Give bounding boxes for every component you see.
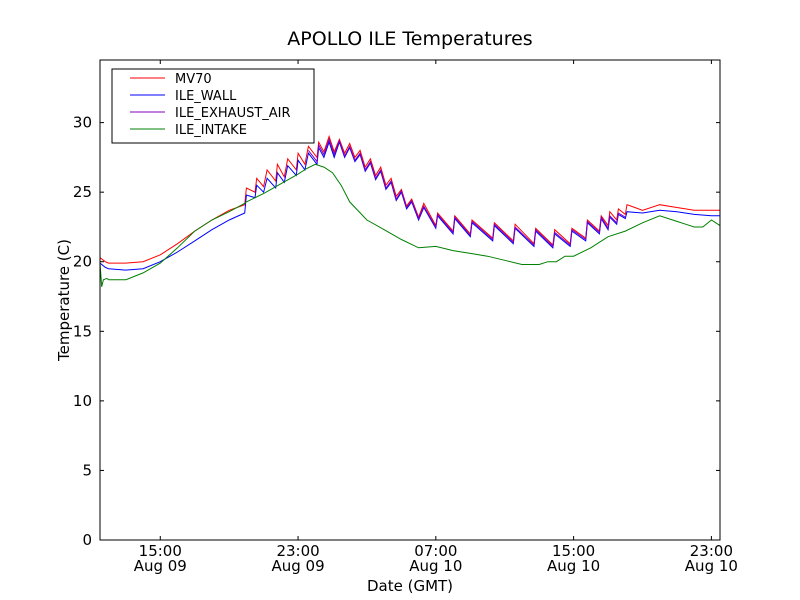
x-tick-label-time: 23:00 [690, 542, 733, 560]
x-axis-label: Date (GMT) [367, 577, 453, 595]
x-tick-label-date: Aug 09 [134, 557, 187, 575]
y-tick-label: 25 [73, 183, 92, 201]
series-layer [99, 134, 721, 287]
y-tick-label: 15 [73, 322, 92, 340]
x-tick-label-date: Aug 10 [409, 557, 462, 575]
y-tick-label: 30 [73, 114, 92, 132]
legend-label-ile-exhaust-air: ILE_EXHAUST_AIR [175, 106, 291, 121]
x-tick-label-time: 15:00 [139, 542, 182, 560]
legend-label-ile-intake: ILE_INTAKE [175, 123, 247, 138]
plot-frame [99, 59, 721, 541]
y-tick-label: 10 [73, 392, 92, 410]
x-tick-label-date: Aug 10 [547, 557, 600, 575]
x-tick-label-date: Aug 09 [271, 557, 324, 575]
legend-label-ile-wall: ILE_WALL [175, 89, 237, 104]
y-tick-label: 0 [82, 531, 92, 549]
x-tick-label-time: 23:00 [276, 542, 319, 560]
x-tick-label-time: 15:00 [552, 542, 595, 560]
legend: MV70 ILE_WALL ILE_EXHAUST_AIR ILE_INTAKE [111, 68, 315, 144]
series-line-ile-intake [99, 163, 721, 287]
y-tick-label: 5 [82, 461, 92, 479]
y-axis-label: Temperature (C) [55, 239, 73, 362]
x-tick-label-date: Aug 10 [685, 557, 738, 575]
legend-label-mv70: MV70 [175, 72, 212, 87]
y-tick-label: 20 [73, 253, 92, 271]
x-tick-label-time: 07:00 [414, 542, 457, 560]
legend-box [111, 68, 315, 144]
chart-title: APOLLO ILE Temperatures [287, 28, 532, 50]
series-line-ile-exhaust-air [308, 137, 626, 248]
